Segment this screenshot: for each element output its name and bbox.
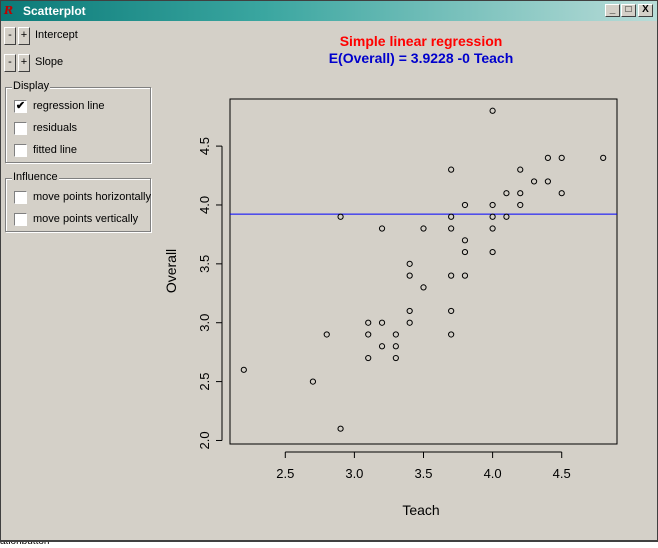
y-tick-label: 2.5 — [197, 373, 212, 391]
data-point[interactable] — [448, 213, 455, 220]
data-point[interactable] — [392, 354, 399, 362]
data-point[interactable] — [337, 213, 344, 220]
data-point[interactable] — [448, 307, 455, 315]
y-tick-label: 3.0 — [197, 314, 212, 332]
residuals-label: residuals — [33, 122, 78, 134]
influence-group: Influence move points horizontally move … — [5, 171, 152, 232]
chart-title: Simple linear regression — [340, 33, 503, 49]
move-horizontal-checkbox[interactable] — [14, 191, 27, 204]
data-point[interactable] — [489, 213, 496, 220]
slope-label: Slope — [35, 56, 64, 68]
data-point[interactable] — [461, 201, 469, 209]
display-group-title: Display — [12, 80, 51, 92]
regression-equation: E(Overall) = 3.9228 -0 Teach — [329, 50, 514, 66]
intercept-label: Intercept — [35, 29, 78, 41]
data-point[interactable] — [392, 331, 399, 338]
y-axis-label: Overall — [163, 249, 179, 293]
data-point[interactable] — [489, 201, 496, 209]
move-vertical-label: move points vertically — [33, 213, 139, 225]
data-point[interactable] — [448, 331, 455, 338]
regression-line-checkbox[interactable]: ✔ — [14, 100, 27, 113]
maximize-button[interactable]: □ — [621, 4, 636, 17]
plot-area[interactable] — [229, 98, 618, 445]
data-point[interactable] — [365, 354, 372, 362]
data-point[interactable] — [448, 225, 455, 232]
regression-line-label: regression line — [33, 100, 105, 112]
data-point[interactable] — [544, 178, 551, 185]
intercept-decrease-button[interactable]: - — [4, 27, 16, 45]
x-tick-label: 2.5 — [276, 466, 294, 481]
y-tick-label: 2.0 — [197, 431, 212, 449]
data-point[interactable] — [406, 319, 413, 326]
data-point[interactable] — [378, 225, 386, 232]
x-tick-label: 3.5 — [414, 466, 432, 481]
data-point[interactable] — [558, 154, 565, 161]
data-point[interactable] — [461, 248, 469, 256]
slope-decrease-button[interactable]: - — [4, 54, 16, 72]
y-tick-label: 4.0 — [197, 196, 212, 214]
move-horizontal-label: move points horizontally — [33, 191, 152, 203]
data-point[interactable] — [489, 225, 496, 232]
data-point[interactable] — [406, 272, 413, 279]
window-title: Scatterplot — [23, 4, 86, 18]
y-tick-label: 3.5 — [197, 255, 212, 273]
data-point[interactable] — [365, 319, 372, 326]
x-axis-label: Teach — [402, 502, 439, 518]
x-tick-label: 4.0 — [484, 466, 502, 481]
status-text: ationbutton — [0, 541, 50, 547]
data-point[interactable] — [365, 331, 372, 338]
y-tick-label: 4.5 — [197, 137, 212, 155]
title-bar[interactable]: R Scatterplot _ □ X — [1, 1, 657, 21]
r-app-icon: R — [4, 4, 14, 17]
scatterplot-chart[interactable]: Simple linear regression E(Overall) = 3.… — [151, 23, 651, 533]
intercept-increase-button[interactable]: + — [18, 27, 30, 45]
status-strip: ationbutton — [0, 541, 658, 548]
data-point[interactable] — [489, 248, 496, 256]
data-point[interactable] — [503, 190, 510, 197]
data-point[interactable] — [461, 272, 469, 279]
data-point[interactable] — [448, 272, 455, 279]
data-point[interactable] — [378, 343, 386, 350]
data-point[interactable] — [420, 225, 427, 232]
fitted-line-checkbox[interactable] — [14, 144, 27, 157]
data-point[interactable] — [406, 260, 413, 267]
data-point[interactable] — [517, 190, 524, 197]
data-point[interactable] — [517, 201, 524, 209]
data-point[interactable] — [544, 154, 551, 161]
data-point[interactable] — [337, 425, 344, 432]
data-point[interactable] — [503, 213, 510, 220]
x-tick-label: 3.0 — [345, 466, 363, 481]
data-point[interactable] — [240, 366, 247, 373]
data-point[interactable] — [448, 166, 455, 173]
data-point[interactable] — [309, 378, 317, 385]
data-point[interactable] — [323, 331, 330, 338]
influence-group-title: Influence — [12, 171, 59, 183]
data-point[interactable] — [489, 107, 496, 114]
data-point[interactable] — [461, 237, 469, 244]
minimize-button[interactable]: _ — [605, 4, 620, 17]
data-point[interactable] — [558, 190, 565, 197]
data-point[interactable] — [600, 154, 607, 161]
close-button[interactable]: X — [638, 4, 653, 17]
move-vertical-checkbox[interactable] — [14, 213, 27, 226]
data-point[interactable] — [420, 284, 427, 291]
data-point[interactable] — [392, 343, 399, 350]
data-point[interactable] — [517, 166, 524, 173]
fitted-line-label: fitted line — [33, 144, 78, 156]
data-point[interactable] — [530, 178, 538, 185]
data-point[interactable] — [406, 307, 413, 315]
residuals-checkbox[interactable] — [14, 122, 27, 135]
display-group: Display ✔ regression line residuals fitt… — [5, 80, 151, 163]
x-tick-label: 4.5 — [553, 466, 571, 481]
slope-increase-button[interactable]: + — [18, 54, 30, 72]
data-point[interactable] — [378, 319, 386, 326]
